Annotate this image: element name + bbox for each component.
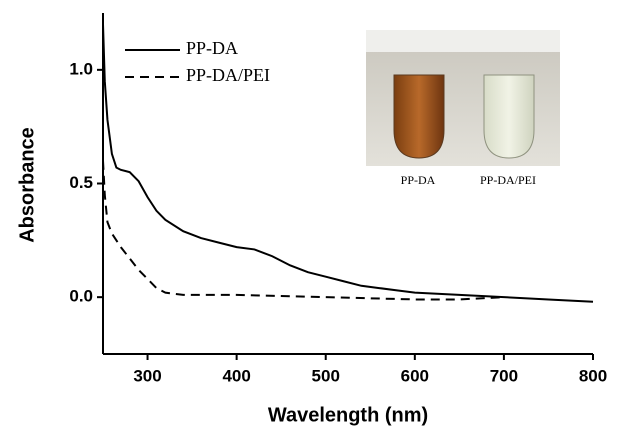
inset-label: PP-DA (401, 173, 436, 187)
x-tick-label: 800 (579, 366, 607, 385)
x-tick-label: 400 (222, 366, 250, 385)
legend-label: PP-DA/PEI (186, 65, 270, 85)
y-axis-label: Absorbance (16, 127, 38, 243)
series-line (102, 160, 504, 301)
y-tick-label: 0.0 (69, 287, 93, 306)
x-tick-label: 600 (401, 366, 429, 385)
y-tick-label: 1.0 (69, 59, 93, 78)
x-axis-label: Wavelength (nm) (268, 404, 428, 426)
x-tick-label: 500 (312, 366, 340, 385)
legend-label: PP-DA (186, 38, 238, 58)
inset-photo (366, 30, 560, 166)
y-tick-label: 0.5 (69, 173, 93, 192)
series-line (102, 24, 594, 303)
x-tick-label: 700 (490, 366, 518, 385)
x-tick-label: 300 (133, 366, 161, 385)
inset-label: PP-DA/PEI (480, 173, 536, 187)
